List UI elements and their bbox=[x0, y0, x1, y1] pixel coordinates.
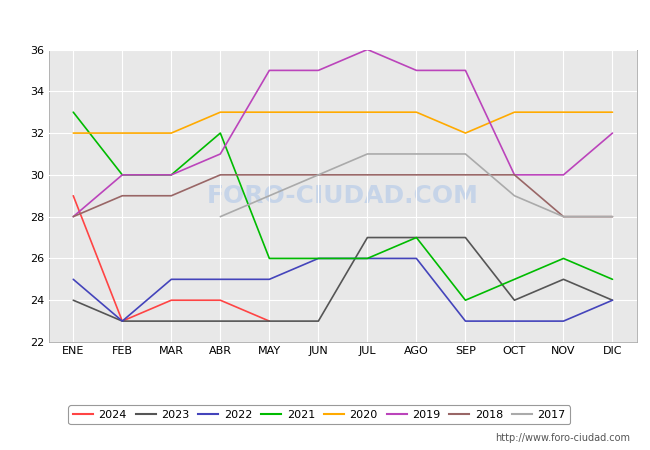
Text: Afiliados en Rebolledo de la Torre a 31/5/2024: Afiliados en Rebolledo de la Torre a 31/… bbox=[141, 15, 509, 30]
Text: http://www.foro-ciudad.com: http://www.foro-ciudad.com bbox=[495, 433, 630, 443]
Text: FORO-CIUDAD.COM: FORO-CIUDAD.COM bbox=[207, 184, 479, 208]
Legend: 2024, 2023, 2022, 2021, 2020, 2019, 2018, 2017: 2024, 2023, 2022, 2021, 2020, 2019, 2018… bbox=[68, 405, 570, 424]
